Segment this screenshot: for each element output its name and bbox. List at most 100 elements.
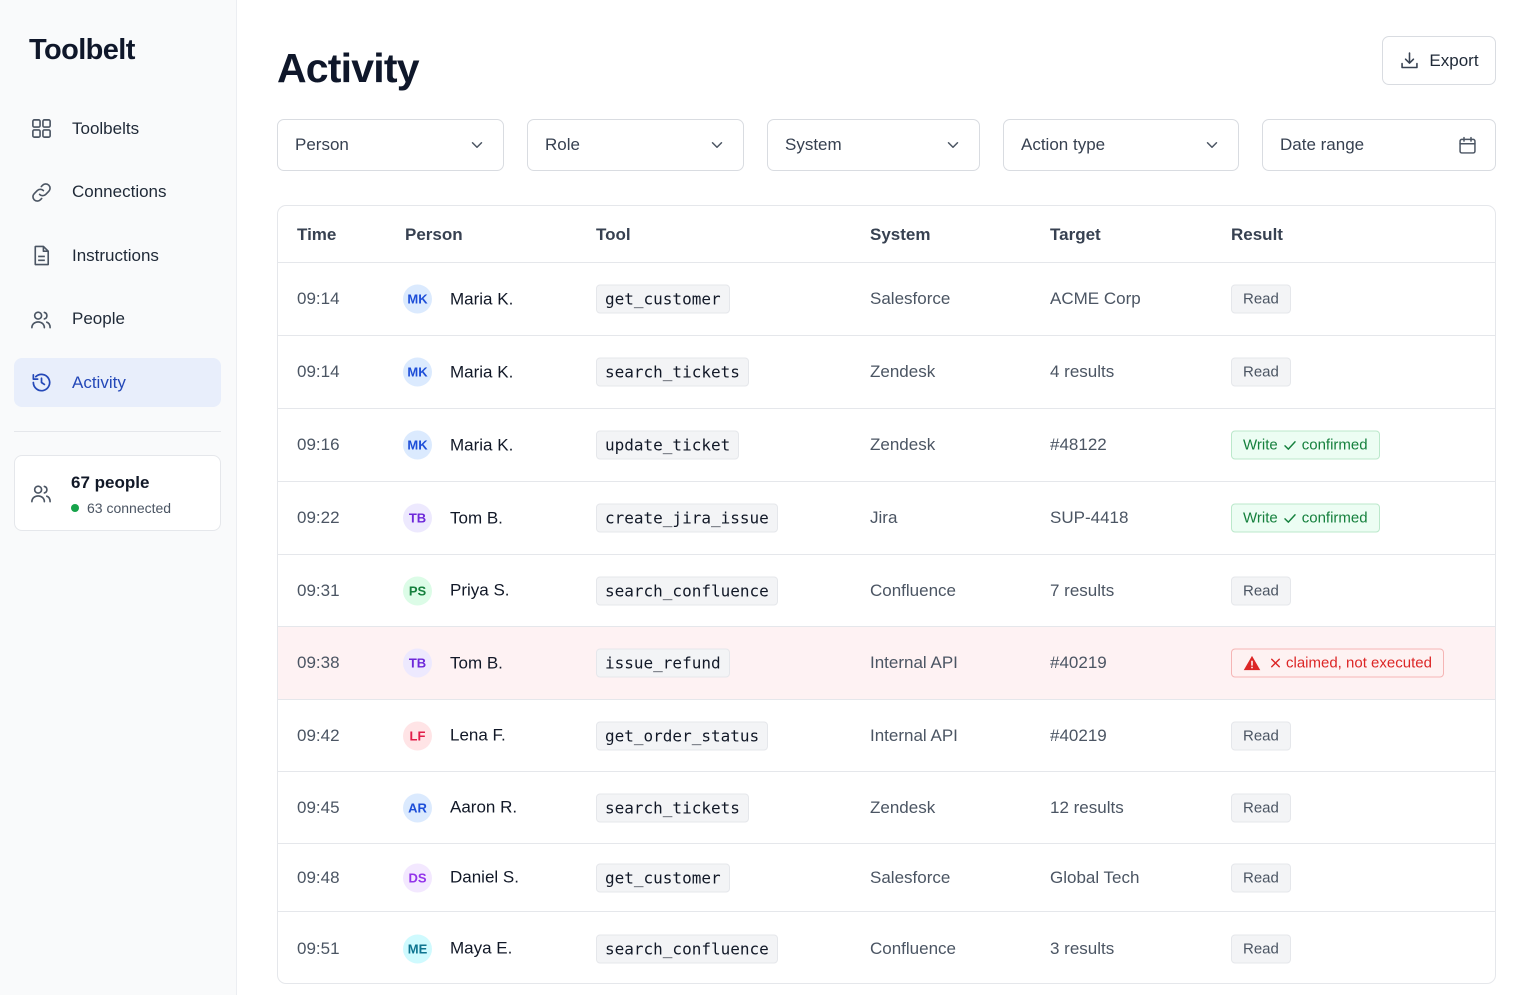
table-row[interactable]: 09:38 TB Tom B. issue_refund Internal AP… bbox=[278, 627, 1495, 700]
table-row[interactable]: 09:48 DS Daniel S. get_customer Salesfor… bbox=[278, 844, 1495, 912]
sidebar-item-label: People bbox=[72, 309, 125, 328]
chevron-down-icon bbox=[468, 136, 486, 154]
sidebar-item-connections[interactable]: Connections bbox=[14, 168, 221, 217]
person-name: Daniel S. bbox=[450, 867, 519, 887]
table-row[interactable]: 09:14 MK Maria K. search_tickets Zendesk… bbox=[278, 336, 1495, 409]
filter-action-type-select[interactable]: Action type bbox=[1003, 119, 1239, 171]
table-row[interactable]: 09:45 AR Aaron R. search_tickets Zendesk… bbox=[278, 772, 1495, 844]
cell-result: Read bbox=[1231, 934, 1291, 963]
result-suffix: confirmed bbox=[1301, 509, 1368, 527]
chevron-down-icon bbox=[1203, 136, 1221, 154]
cell-person: TB Tom B. bbox=[403, 503, 503, 533]
cell-result: Read bbox=[1231, 284, 1291, 314]
cell-system: Confluence bbox=[870, 580, 957, 600]
chevron-down-icon bbox=[944, 136, 962, 154]
cell-result: Read bbox=[1231, 863, 1291, 892]
column-header-system[interactable]: System bbox=[870, 225, 931, 244]
document-icon bbox=[28, 243, 54, 269]
filter-system-select[interactable]: System bbox=[767, 119, 980, 171]
cell-time: 09:42 bbox=[297, 725, 340, 745]
cell-person: TB Tom B. bbox=[403, 648, 503, 678]
cell-person: MK Maria K. bbox=[403, 357, 513, 387]
result-label: Write bbox=[1243, 436, 1278, 454]
tool-name: search_tickets bbox=[596, 793, 749, 822]
cell-target: 7 results bbox=[1050, 580, 1115, 600]
filter-person-select[interactable]: Person bbox=[277, 119, 504, 171]
tool-name: get_customer bbox=[596, 863, 730, 892]
cell-target: #40219 bbox=[1050, 653, 1107, 672]
sidebar-item-label: Instructions bbox=[72, 245, 159, 265]
filter-date-range-picker[interactable]: Date range bbox=[1262, 119, 1496, 171]
cell-system: Zendesk bbox=[870, 362, 936, 381]
avatar: ME bbox=[403, 934, 432, 963]
result-suffix: confirmed bbox=[1301, 436, 1368, 454]
table-row[interactable]: 09:42 LF Lena F. get_order_status Intern… bbox=[278, 700, 1495, 772]
sidebar-item-label: Activity bbox=[72, 372, 126, 392]
export-label: Export bbox=[1429, 50, 1479, 70]
filter-action-type-label: Action type bbox=[1021, 135, 1106, 154]
result-label: Read bbox=[1243, 727, 1279, 744]
result-badge-read: Read bbox=[1231, 793, 1291, 822]
export-button[interactable]: Export bbox=[1382, 36, 1496, 85]
cell-time: 09:22 bbox=[297, 508, 340, 527]
sidebar-item-label: Connections bbox=[72, 182, 167, 201]
cell-system: Internal API bbox=[870, 653, 958, 672]
cell-time: 09:48 bbox=[297, 867, 340, 887]
sidebar: Toolbelt Toolbelts Connections Instructi… bbox=[0, 0, 237, 995]
person-name: Maya E. bbox=[450, 938, 513, 958]
people-summary-card[interactable]: 67 people 63 connected bbox=[14, 455, 221, 531]
link-icon bbox=[28, 179, 54, 205]
sidebar-item-activity[interactable]: Activity bbox=[14, 358, 221, 407]
page-title: Activity bbox=[277, 45, 420, 91]
column-header-target[interactable]: Target bbox=[1050, 225, 1101, 244]
column-header-result[interactable]: Result bbox=[1231, 225, 1283, 244]
result-badge-read: Read bbox=[1231, 576, 1291, 605]
cell-target: 3 results bbox=[1050, 938, 1115, 958]
cell-system: Confluence bbox=[870, 938, 957, 958]
cell-time: 09:14 bbox=[297, 362, 340, 381]
cell-tool: issue_refund bbox=[596, 648, 730, 678]
cell-tool: search_tickets bbox=[596, 793, 749, 822]
filter-role-select[interactable]: Role bbox=[527, 119, 744, 171]
result-label: Read bbox=[1243, 582, 1279, 599]
app-logo[interactable]: Toolbelt bbox=[29, 34, 135, 66]
cell-time: 09:31 bbox=[297, 580, 340, 600]
sidebar-item-instructions[interactable]: Instructions bbox=[14, 231, 221, 280]
cell-person: ME Maya E. bbox=[403, 934, 512, 963]
filter-system-label: System bbox=[785, 135, 842, 154]
filter-date-range-label: Date range bbox=[1280, 135, 1365, 154]
table-row[interactable]: 09:16 MK Maria K. update_ticket Zendesk … bbox=[278, 409, 1495, 482]
cell-target: #40219 bbox=[1050, 725, 1107, 745]
people-count: 67 people bbox=[71, 473, 150, 492]
avatar: TB bbox=[403, 648, 432, 678]
cell-target: 12 results bbox=[1050, 797, 1124, 817]
avatar: TB bbox=[403, 503, 432, 533]
cell-result: Write confirmed bbox=[1231, 503, 1380, 533]
sidebar-item-people[interactable]: People bbox=[14, 295, 221, 344]
cell-time: 09:45 bbox=[297, 797, 340, 817]
connected-status: 63 connected bbox=[71, 500, 171, 516]
connected-count: 63 connected bbox=[87, 500, 172, 516]
result-badge-write: Write confirmed bbox=[1231, 430, 1380, 460]
avatar: MK bbox=[403, 284, 432, 314]
person-name: Tom B. bbox=[450, 653, 503, 672]
table-row[interactable]: 09:51 ME Maya E. search_confluence Confl… bbox=[278, 912, 1495, 983]
cell-tool: update_ticket bbox=[596, 430, 740, 460]
cell-person: DS Daniel S. bbox=[403, 863, 519, 892]
column-header-person[interactable]: Person bbox=[405, 225, 463, 244]
cell-target: ACME Corp bbox=[1050, 289, 1141, 308]
cell-time: 09:16 bbox=[297, 435, 340, 454]
cell-tool: get_customer bbox=[596, 284, 730, 314]
sidebar-item-toolbelts[interactable]: Toolbelts bbox=[14, 104, 221, 153]
cell-target: Global Tech bbox=[1050, 867, 1140, 887]
table-header: Time Person Tool System Target Result bbox=[278, 206, 1495, 263]
table-row[interactable]: 09:31 PS Priya S. search_confluence Conf… bbox=[278, 555, 1495, 627]
sidebar-nav: Toolbelts Connections Instructions Peopl… bbox=[14, 104, 221, 422]
person-name: Tom B. bbox=[450, 508, 503, 527]
column-header-time[interactable]: Time bbox=[297, 225, 337, 244]
table-row[interactable]: 09:14 MK Maria K. get_customer Salesforc… bbox=[278, 263, 1495, 336]
tool-name: get_order_status bbox=[596, 721, 769, 750]
cell-result: Write confirmed bbox=[1231, 430, 1380, 460]
table-row[interactable]: 09:22 TB Tom B. create_jira_issue Jira S… bbox=[278, 482, 1495, 555]
column-header-tool[interactable]: Tool bbox=[596, 225, 631, 244]
